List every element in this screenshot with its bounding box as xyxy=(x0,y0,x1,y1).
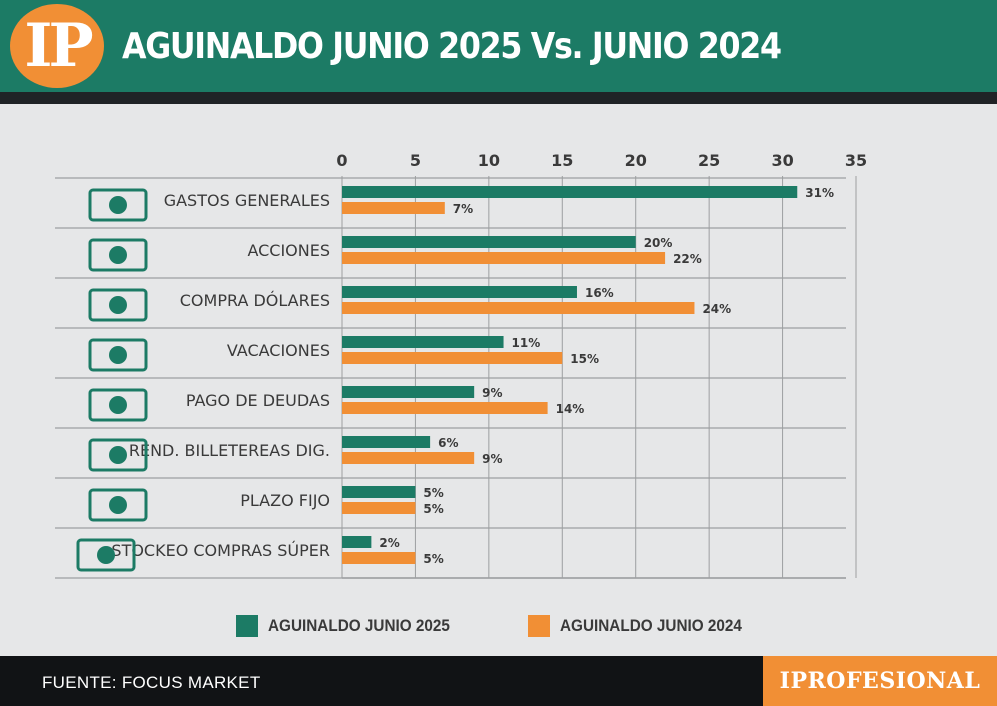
data-label: 9% xyxy=(482,386,502,400)
bar-2025 xyxy=(342,386,475,398)
category-label: STOCKEO COMPRAS SÚPER xyxy=(111,541,330,560)
x-tick-label: 5 xyxy=(410,151,421,170)
data-label: 5% xyxy=(423,502,443,516)
bar-2025 xyxy=(342,236,636,248)
data-label: 6% xyxy=(438,436,458,450)
source-label: FUENTE: FOCUS MARKET xyxy=(42,673,261,692)
data-label: 2% xyxy=(379,536,399,550)
data-label: 11% xyxy=(512,336,541,350)
legend-item-2024: AGUINALDO JUNIO 2024 xyxy=(528,614,762,638)
bar-2025 xyxy=(342,186,798,198)
bar-2024 xyxy=(342,202,445,214)
iprofesional-brand: IPROFESIONAL xyxy=(763,656,997,706)
x-tick-label: 20 xyxy=(625,151,647,170)
palm-trees-icon xyxy=(88,338,148,372)
bar-2024 xyxy=(342,452,475,464)
x-tick-label: 30 xyxy=(771,151,793,170)
x-tick-label: 10 xyxy=(478,151,500,170)
data-label: 5% xyxy=(423,486,443,500)
data-label: 9% xyxy=(482,452,502,466)
data-label: 22% xyxy=(673,252,702,266)
bar-2024 xyxy=(342,252,666,264)
category-label: ACCIONES xyxy=(247,241,330,260)
data-label: 14% xyxy=(556,402,585,416)
bar-2025 xyxy=(342,336,504,348)
legend-item-2025: AGUINALDO JUNIO 2025 xyxy=(236,614,470,638)
groceries-icon xyxy=(76,538,136,572)
category-label: VACACIONES xyxy=(227,341,330,360)
data-label: 16% xyxy=(585,286,614,300)
data-label: 20% xyxy=(644,236,673,250)
bar-2025 xyxy=(342,436,431,448)
x-tick-label: 15 xyxy=(551,151,573,170)
debt-ball-icon xyxy=(88,388,148,422)
bar-2025 xyxy=(342,536,372,548)
cash-hand-icon xyxy=(88,188,148,222)
bar-2024 xyxy=(342,302,695,314)
bar-2024 xyxy=(342,502,416,514)
data-label: 24% xyxy=(702,302,731,316)
bar-2025 xyxy=(342,486,416,498)
category-label: REND. BILLETEREAS DIG. xyxy=(129,441,330,460)
category-label: GASTOS GENERALES xyxy=(164,191,330,210)
time-money-icon xyxy=(88,488,148,522)
header-title-band: IP AGUINALDO JUNIO 2025 Vs. JUNIO 2024 xyxy=(0,0,997,92)
x-tick-label: 35 xyxy=(845,151,867,170)
data-label: 7% xyxy=(453,202,473,216)
chart-area: 0 5 10 15 20 25 30 35 GASTOS GENERALES 31% 7% ACCIO… xyxy=(0,104,997,656)
bar-2024 xyxy=(342,402,548,414)
data-label: 5% xyxy=(423,552,443,566)
stock-certificate-icon xyxy=(88,238,148,272)
bar-2025 xyxy=(342,286,577,298)
x-tick-label: 0 xyxy=(336,151,347,170)
category-label: PAGO DE DEUDAS xyxy=(186,391,330,410)
x-tick-label: 25 xyxy=(698,151,720,170)
legend-swatch-2024 xyxy=(528,615,550,637)
legend-label-2025: AGUINALDO JUNIO 2025 xyxy=(268,616,450,635)
footer-bar: FUENTE: FOCUS MARKET IPROFESIONAL xyxy=(0,656,997,706)
page-title: AGUINALDO JUNIO 2025 Vs. JUNIO 2024 xyxy=(122,26,782,67)
digital-wallet-icon xyxy=(88,438,148,472)
legend-swatch-2025 xyxy=(236,615,258,637)
bar-2024 xyxy=(342,552,416,564)
bar-2024 xyxy=(342,352,563,364)
dollar-exchange-icon xyxy=(88,288,148,322)
legend-label-2024: AGUINALDO JUNIO 2024 xyxy=(560,616,742,635)
data-label: 15% xyxy=(570,352,599,366)
header-bar: IP AGUINALDO JUNIO 2025 Vs. JUNIO 2024 xyxy=(0,0,997,104)
data-label: 31% xyxy=(805,186,834,200)
bar-chart: 0 5 10 15 20 25 30 35 GASTOS GENERALES 31% 7% ACCIO… xyxy=(55,151,867,579)
category-label: PLAZO FIJO xyxy=(240,491,330,510)
ip-logo: IP xyxy=(10,4,104,88)
category-label: COMPRA DÓLARES xyxy=(180,291,330,310)
